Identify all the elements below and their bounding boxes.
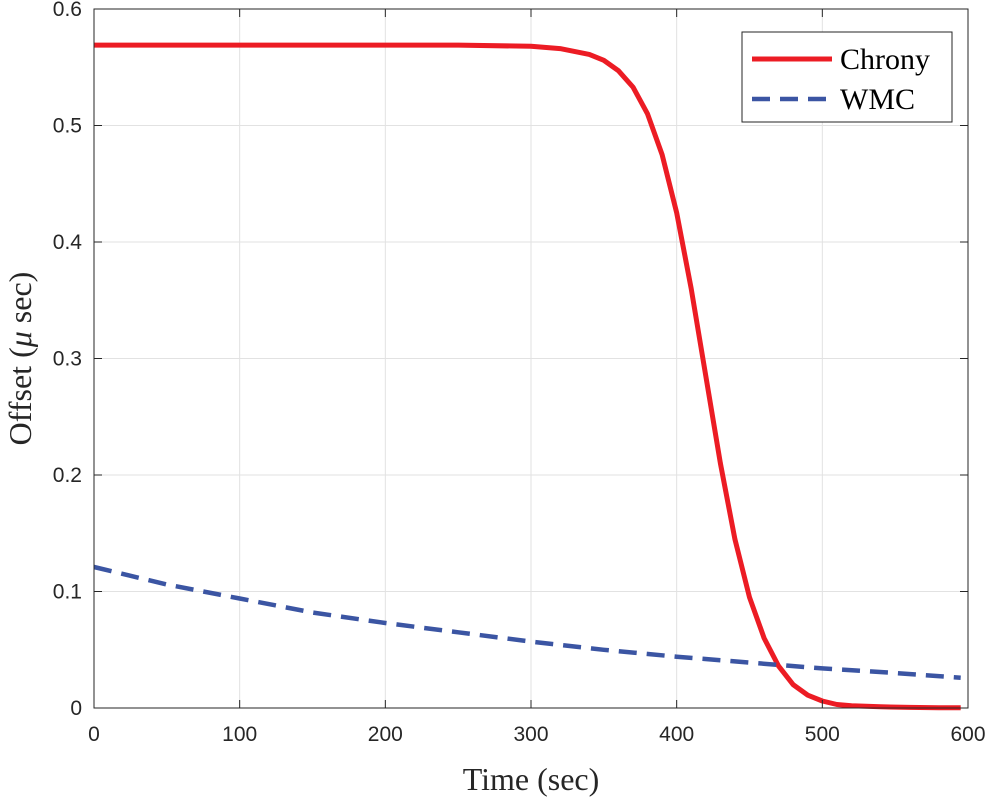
y-tick-label: 0.3 [53, 348, 82, 371]
y-tick-label: 0 [70, 697, 82, 720]
plot-series [93, 42, 961, 711]
series-line-chrony [94, 42, 961, 711]
series-line-wmc [93, 564, 961, 680]
axis-ticks: 0 100 200 300 400 500 600 0 0.1 0.2 0.3 0.4 0.5 0.6 [53, 0, 986, 746]
y-axis-label-suffix: sec) [2, 272, 38, 332]
y-axis-label-prefix: Offset ( [2, 347, 38, 445]
x-tick-label: 500 [805, 723, 840, 746]
x-tick-label: 100 [222, 723, 257, 746]
y-tick-label: 0.1 [53, 581, 82, 604]
x-tick-label: 0 [88, 723, 100, 746]
x-tick-label: 400 [659, 723, 694, 746]
x-tick-label: 300 [513, 723, 548, 746]
grid [94, 9, 968, 708]
y-axis-label-symbol: μ [2, 331, 38, 348]
y-tick-label: 0.6 [53, 0, 82, 21]
x-tick-label: 600 [950, 723, 985, 746]
y-axis-label: Offset (μ sec) [2, 272, 38, 446]
legend-label-wmc: WMC [840, 83, 915, 116]
x-tick-label: 200 [368, 723, 403, 746]
y-tick-label: 0.4 [53, 231, 83, 254]
y-tick-label: 0.5 [53, 115, 82, 138]
legend: Chrony WMC [741, 31, 953, 123]
x-axis-label: Time (sec) [463, 761, 600, 797]
legend-label-chrony: Chrony [840, 43, 930, 76]
legend-box [741, 31, 953, 123]
y-tick-label: 0.2 [53, 464, 82, 487]
